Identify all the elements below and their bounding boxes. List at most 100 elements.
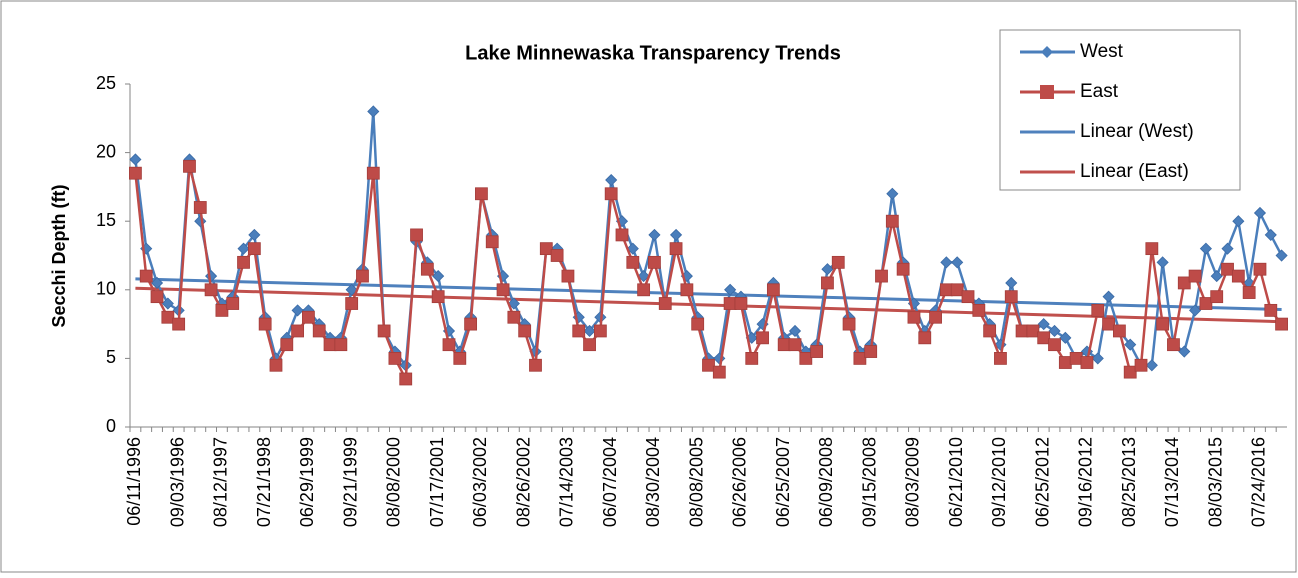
x-tick-label: 06/21/2010: [946, 437, 966, 527]
marker: [161, 297, 174, 310]
marker: [1242, 286, 1256, 299]
marker: [237, 255, 250, 269]
marker: [150, 276, 164, 290]
marker: [766, 283, 780, 297]
y-tick-label: 25: [96, 73, 116, 93]
marker: [280, 338, 294, 352]
marker: [615, 228, 629, 242]
x-tick-label: 07/14/2003: [557, 437, 577, 527]
marker: [1188, 269, 1202, 283]
x-tick-label: 08/03/2009: [903, 437, 923, 527]
marker: [1145, 242, 1159, 256]
marker: [1091, 352, 1104, 365]
marker: [1167, 338, 1180, 352]
marker: [323, 338, 337, 352]
marker: [1015, 324, 1029, 338]
marker: [1156, 317, 1170, 331]
marker: [821, 276, 834, 290]
marker: [1189, 304, 1202, 317]
marker: [269, 358, 283, 372]
marker: [561, 269, 575, 283]
marker: [583, 338, 596, 352]
marker: [172, 317, 186, 331]
marker: [507, 310, 521, 324]
x-tick-label: 09/16/2012: [1076, 437, 1096, 527]
marker: [777, 338, 791, 352]
marker: [1264, 303, 1278, 317]
marker: [431, 290, 445, 304]
marker: [1199, 242, 1212, 255]
marker: [248, 228, 261, 241]
marker: [994, 351, 1007, 365]
marker: [485, 235, 499, 249]
trendline: [135, 286, 1282, 324]
marker: [939, 283, 953, 297]
marker: [183, 159, 196, 173]
marker: [1037, 318, 1050, 331]
marker: [345, 283, 358, 296]
legend-label: West: [1080, 41, 1124, 62]
marker: [648, 255, 661, 269]
marker: [356, 269, 369, 283]
marker: [756, 331, 769, 345]
marker: [810, 345, 824, 358]
marker: [669, 228, 683, 241]
marker: [605, 173, 618, 187]
marker: [1058, 356, 1072, 369]
marker: [1124, 338, 1137, 351]
x-tick-label: 08/12/1997: [211, 437, 231, 527]
marker: [983, 324, 997, 338]
x-tick-label: 08/08/2005: [686, 437, 706, 527]
marker: [432, 270, 445, 283]
marker: [637, 283, 651, 297]
marker: [215, 303, 229, 317]
marker: [669, 242, 683, 256]
marker: [940, 256, 953, 269]
marker: [539, 242, 553, 256]
y-tick-label: 10: [96, 279, 116, 299]
y-axis-label: Secchi Depth (ft): [49, 184, 69, 327]
x-tick-label: 09/03/1996: [167, 437, 187, 527]
marker: [1059, 331, 1072, 344]
marker: [410, 228, 423, 242]
marker: [1102, 290, 1115, 303]
marker: [366, 166, 380, 180]
marker: [886, 187, 899, 200]
marker: [291, 304, 304, 317]
marker: [1253, 262, 1267, 276]
marker: [1112, 324, 1126, 338]
marker: [129, 153, 142, 166]
marker: [367, 105, 380, 118]
marker: [442, 338, 456, 352]
y-tick-label: 0: [106, 416, 116, 436]
marker: [529, 358, 542, 372]
marker: [1199, 297, 1213, 310]
marker: [475, 187, 488, 201]
marker: [1123, 365, 1137, 379]
marker: [1134, 358, 1148, 372]
marker: [1275, 317, 1288, 331]
marker: [593, 324, 607, 338]
x-tick-label: 06/25/2012: [1032, 437, 1052, 527]
marker: [1178, 345, 1191, 358]
marker: [604, 187, 618, 201]
marker: [691, 317, 705, 331]
marker: [464, 317, 478, 331]
marker: [258, 317, 272, 331]
marker: [1156, 256, 1169, 269]
marker: [1145, 359, 1158, 372]
legend-marker: [1041, 46, 1053, 58]
marker: [734, 297, 748, 310]
marker: [312, 324, 326, 338]
marker: [302, 310, 315, 324]
marker: [961, 290, 975, 304]
marker: [972, 303, 986, 317]
marker: [1091, 303, 1105, 317]
marker: [626, 242, 639, 255]
marker: [702, 358, 715, 372]
marker: [1221, 242, 1234, 255]
marker: [724, 283, 737, 296]
marker: [831, 255, 845, 269]
marker: [918, 331, 932, 345]
legend-marker: [1040, 85, 1054, 99]
